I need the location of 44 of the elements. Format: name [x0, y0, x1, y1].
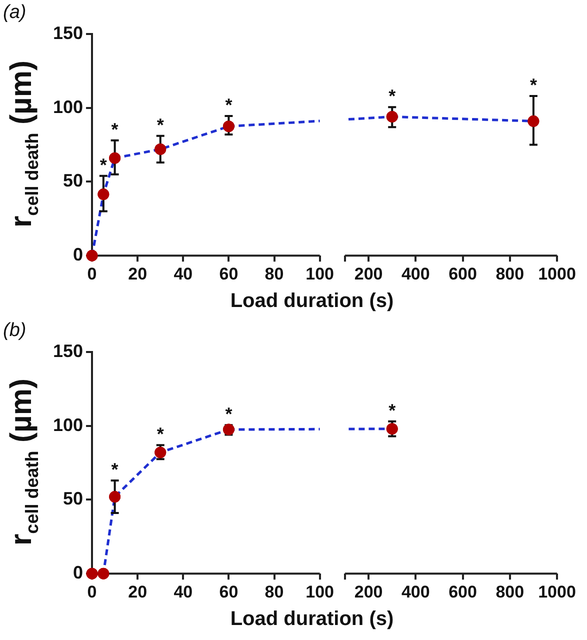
x-tick-label: 60: [219, 264, 238, 284]
x-tick-label: 80: [264, 264, 284, 284]
x-axis-title: Load duration (s): [229, 290, 395, 313]
x-tick-label: 1000: [538, 582, 576, 602]
annotation: *: [225, 404, 232, 424]
x-tick-label: 600: [448, 582, 477, 602]
y-tick-label: 100: [52, 96, 84, 117]
x-tick-label: 80: [264, 582, 284, 602]
x-tick-label: 1000: [538, 264, 576, 284]
y-tick-label: 150: [52, 340, 84, 361]
y-tick-label: 50: [63, 170, 84, 191]
y-tick-label: 0: [73, 562, 84, 583]
annotation: *: [111, 459, 118, 480]
x-tick-label: 0: [87, 264, 97, 284]
x-tick-label: 200: [354, 582, 383, 602]
x-tick-label: 20: [128, 264, 148, 284]
annotation: *: [111, 119, 118, 140]
x-tick-label: 100: [306, 264, 334, 284]
chart-title: (a): [3, 2, 26, 23]
annotation: *: [225, 94, 232, 115]
annotation: *: [156, 114, 164, 135]
y-tick-label: 100: [52, 414, 84, 435]
x-tick-label: 100: [306, 582, 334, 602]
annotation: *: [530, 75, 537, 96]
x-tick-label: 400: [401, 582, 430, 602]
x-axis-title: Load duration (s): [229, 608, 395, 631]
x-tick-label: 60: [219, 582, 238, 602]
x-tick-label: 200: [354, 264, 383, 284]
x-tick-label: 400: [401, 264, 430, 284]
x-tick-label: 600: [448, 264, 477, 284]
x-tick-label: 800: [496, 264, 524, 284]
annotation: *: [156, 424, 164, 444]
x-tick-label: 20: [128, 582, 148, 602]
x-tick-label: 40: [174, 264, 193, 284]
annotation: *: [100, 154, 107, 175]
y-tick-label: 50: [63, 488, 84, 509]
x-tick-label: 0: [87, 582, 97, 602]
annotation: *: [388, 400, 396, 420]
chart-title: (b): [3, 320, 26, 341]
x-tick-label: 40: [174, 582, 193, 602]
y-tick-label: 0: [73, 244, 84, 265]
annotation: *: [388, 86, 396, 106]
y-tick-label: 150: [52, 22, 84, 43]
x-tick-label: 800: [496, 582, 524, 602]
